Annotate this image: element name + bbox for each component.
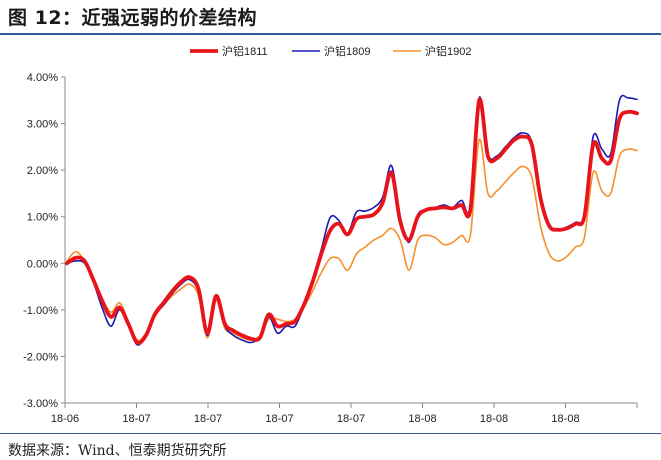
x-tick-label: 18-07: [194, 413, 222, 425]
legend-label: 沪铝1902: [425, 44, 471, 58]
y-tick-label: 2.00%: [27, 165, 58, 177]
y-tick-label: 3.00%: [27, 119, 58, 131]
x-tick-label: 18-08: [480, 413, 508, 425]
y-tick-label: -1.00%: [23, 305, 58, 317]
x-tick-label: 18-08: [551, 413, 579, 425]
figure-title: 图 12：近强远弱的价差结构: [8, 7, 258, 29]
x-tick-label: 18-07: [265, 413, 293, 425]
figure-header: 图 12：近强远弱的价差结构: [0, 0, 661, 35]
legend-label: 沪铝1809: [324, 44, 370, 58]
x-tick-label: 18-07: [337, 413, 365, 425]
series-line: [66, 138, 638, 342]
y-tick-label: -2.00%: [23, 351, 58, 363]
x-tick-label: 18-07: [122, 413, 150, 425]
y-tick-label: -3.00%: [23, 398, 58, 410]
x-tick-label: 18-06: [51, 413, 79, 425]
series-line: [66, 94, 638, 346]
y-tick-label: 0.00%: [27, 258, 58, 270]
x-tick-label: 18-08: [408, 413, 436, 425]
header-rule: [0, 33, 661, 35]
source-note: 数据来源：Wind、恒泰期货研究所: [8, 443, 227, 459]
footer-rule: [0, 433, 661, 434]
legend-label: 沪铝1811: [222, 44, 268, 58]
y-tick-label: 1.00%: [27, 212, 58, 224]
series-line: [65, 97, 639, 345]
y-tick-label: 4.00%: [27, 72, 58, 84]
